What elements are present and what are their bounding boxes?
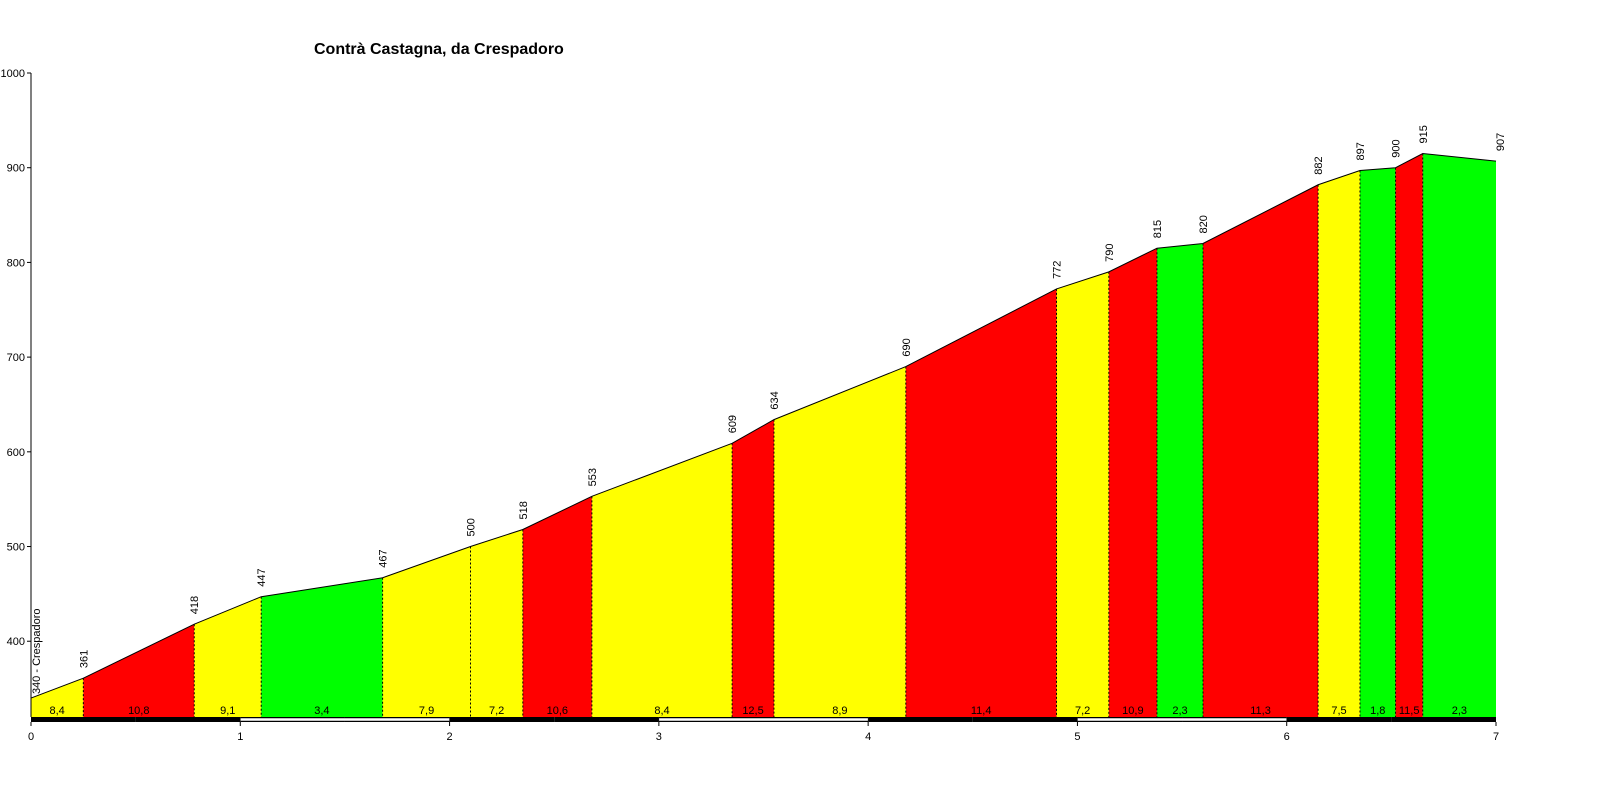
x-tick-label: 7 [1493,731,1499,743]
gradient-label: 12,5 [742,705,763,717]
km-bar-block [868,717,973,722]
elevation-label: 820 [1198,215,1210,233]
gradient-label: 10,6 [547,705,568,717]
x-tick-label: 5 [1074,731,1080,743]
gradient-segment [1395,153,1423,717]
gradient-segments [31,153,1496,718]
km-bar-block [554,717,659,722]
gradient-label: 11,3 [1250,705,1271,717]
elevation-label: 690 [901,338,913,356]
gradient-segment [1156,243,1203,717]
x-axis: 0 1 2 3 4 5 6 7 [28,722,1499,743]
elevation-label: 500 [466,518,478,536]
gradient-segment [194,596,262,717]
km-bar-block [31,717,136,722]
segment-dividers [82,153,1424,717]
elevation-labels: 340 - Crespadoro 361 418 447 467 500 518 553 609… [31,125,1507,694]
gradient-label: 1,8 [1370,705,1385,717]
elevation-label: 361 [78,650,90,668]
gradient-label: 8,4 [654,705,669,717]
chart-title: Contrà Castagna, da Crespadoro [314,41,564,58]
y-tick-label: 500 [7,542,25,554]
gradient-segment [1056,271,1109,717]
gradient-segment [1318,170,1360,717]
gradient-segment [522,496,592,717]
gradient-label: 10,9 [1122,705,1143,717]
elevation-label: 772 [1052,261,1064,279]
gradient-label: 10,8 [128,705,149,717]
gradient-segment [1203,184,1319,718]
gradient-label: 2,3 [1452,705,1467,717]
elevation-label: 418 [189,596,201,614]
y-tick-label: 400 [7,636,25,648]
x-tick-label: 1 [237,731,243,743]
elevation-label: 553 [587,468,599,486]
elevation-label: 900 [1391,139,1403,157]
gradient-segment [732,419,774,717]
gradient-segment [1108,248,1157,718]
gradient-label: 7,2 [489,705,504,717]
km-scale-bar [31,717,1496,722]
km-bar-block [449,717,555,722]
gradient-segment [261,577,383,717]
elevation-label: 340 - Crespadoro [31,608,43,694]
elevation-label: 518 [518,501,530,519]
gradient-segment [31,678,84,717]
elevation-label: 897 [1355,142,1367,160]
gradient-labels: 8,4 10,8 9,1 3,4 7,9 7,2 10,6 8,4 12,5 8,9 11,4 7,2… [50,705,1468,717]
gradient-segment [1422,153,1496,717]
elevation-label: 447 [256,568,268,586]
gradient-segment [470,529,523,717]
km-bar-block [972,717,1078,722]
elevation-label: 467 [378,549,390,567]
elevation-label: 790 [1104,244,1116,262]
gradient-label: 3,4 [314,705,329,717]
gradient-label: 7,5 [1331,705,1346,717]
gradient-segment [905,288,1057,717]
profile-outline [30,152,1497,699]
gradient-label: 8,9 [832,705,847,717]
profile-line [30,152,1497,699]
gradient-segment [1359,167,1396,718]
elevation-label: 634 [769,391,781,409]
x-tick-label: 4 [865,731,871,743]
x-tick-label: 0 [28,731,34,743]
km-bar-block [1391,717,1496,722]
gradient-label: 7,2 [1075,705,1090,717]
km-bar-block [1286,717,1392,722]
km-bar-window [240,717,450,722]
x-tick-label: 3 [656,731,662,743]
gradient-label: 8,4 [50,705,65,717]
km-bar-window [658,717,869,722]
gradient-label: 2,3 [1172,705,1187,717]
gradient-label: 9,1 [220,705,235,717]
y-tick-label: 800 [7,257,25,269]
km-bar-block [135,717,241,722]
gradient-segment [83,624,195,717]
gradient-label: 11,5 [1399,705,1420,717]
y-tick-label: 900 [7,163,25,175]
elevation-label: 907 [1495,133,1507,151]
y-tick-label: 1000 [1,68,25,80]
y-tick-label: 600 [7,447,25,459]
elevation-label: 609 [727,415,739,433]
x-tick-label: 6 [1284,731,1290,743]
gradient-label: 7,9 [419,705,434,717]
gradient-segment [591,443,733,717]
gradient-label: 11,4 [971,705,992,717]
elevation-label: 882 [1313,156,1325,174]
elevation-label: 815 [1152,220,1164,238]
y-axis: 400 500 600 700 800 900 1000 [1,68,32,717]
x-tick-label: 2 [447,731,453,743]
gradient-segment [382,546,471,717]
y-tick-label: 700 [7,352,25,364]
elevation-label: 915 [1418,125,1430,143]
gradient-segment [773,366,906,717]
km-bar-window [1077,717,1287,722]
